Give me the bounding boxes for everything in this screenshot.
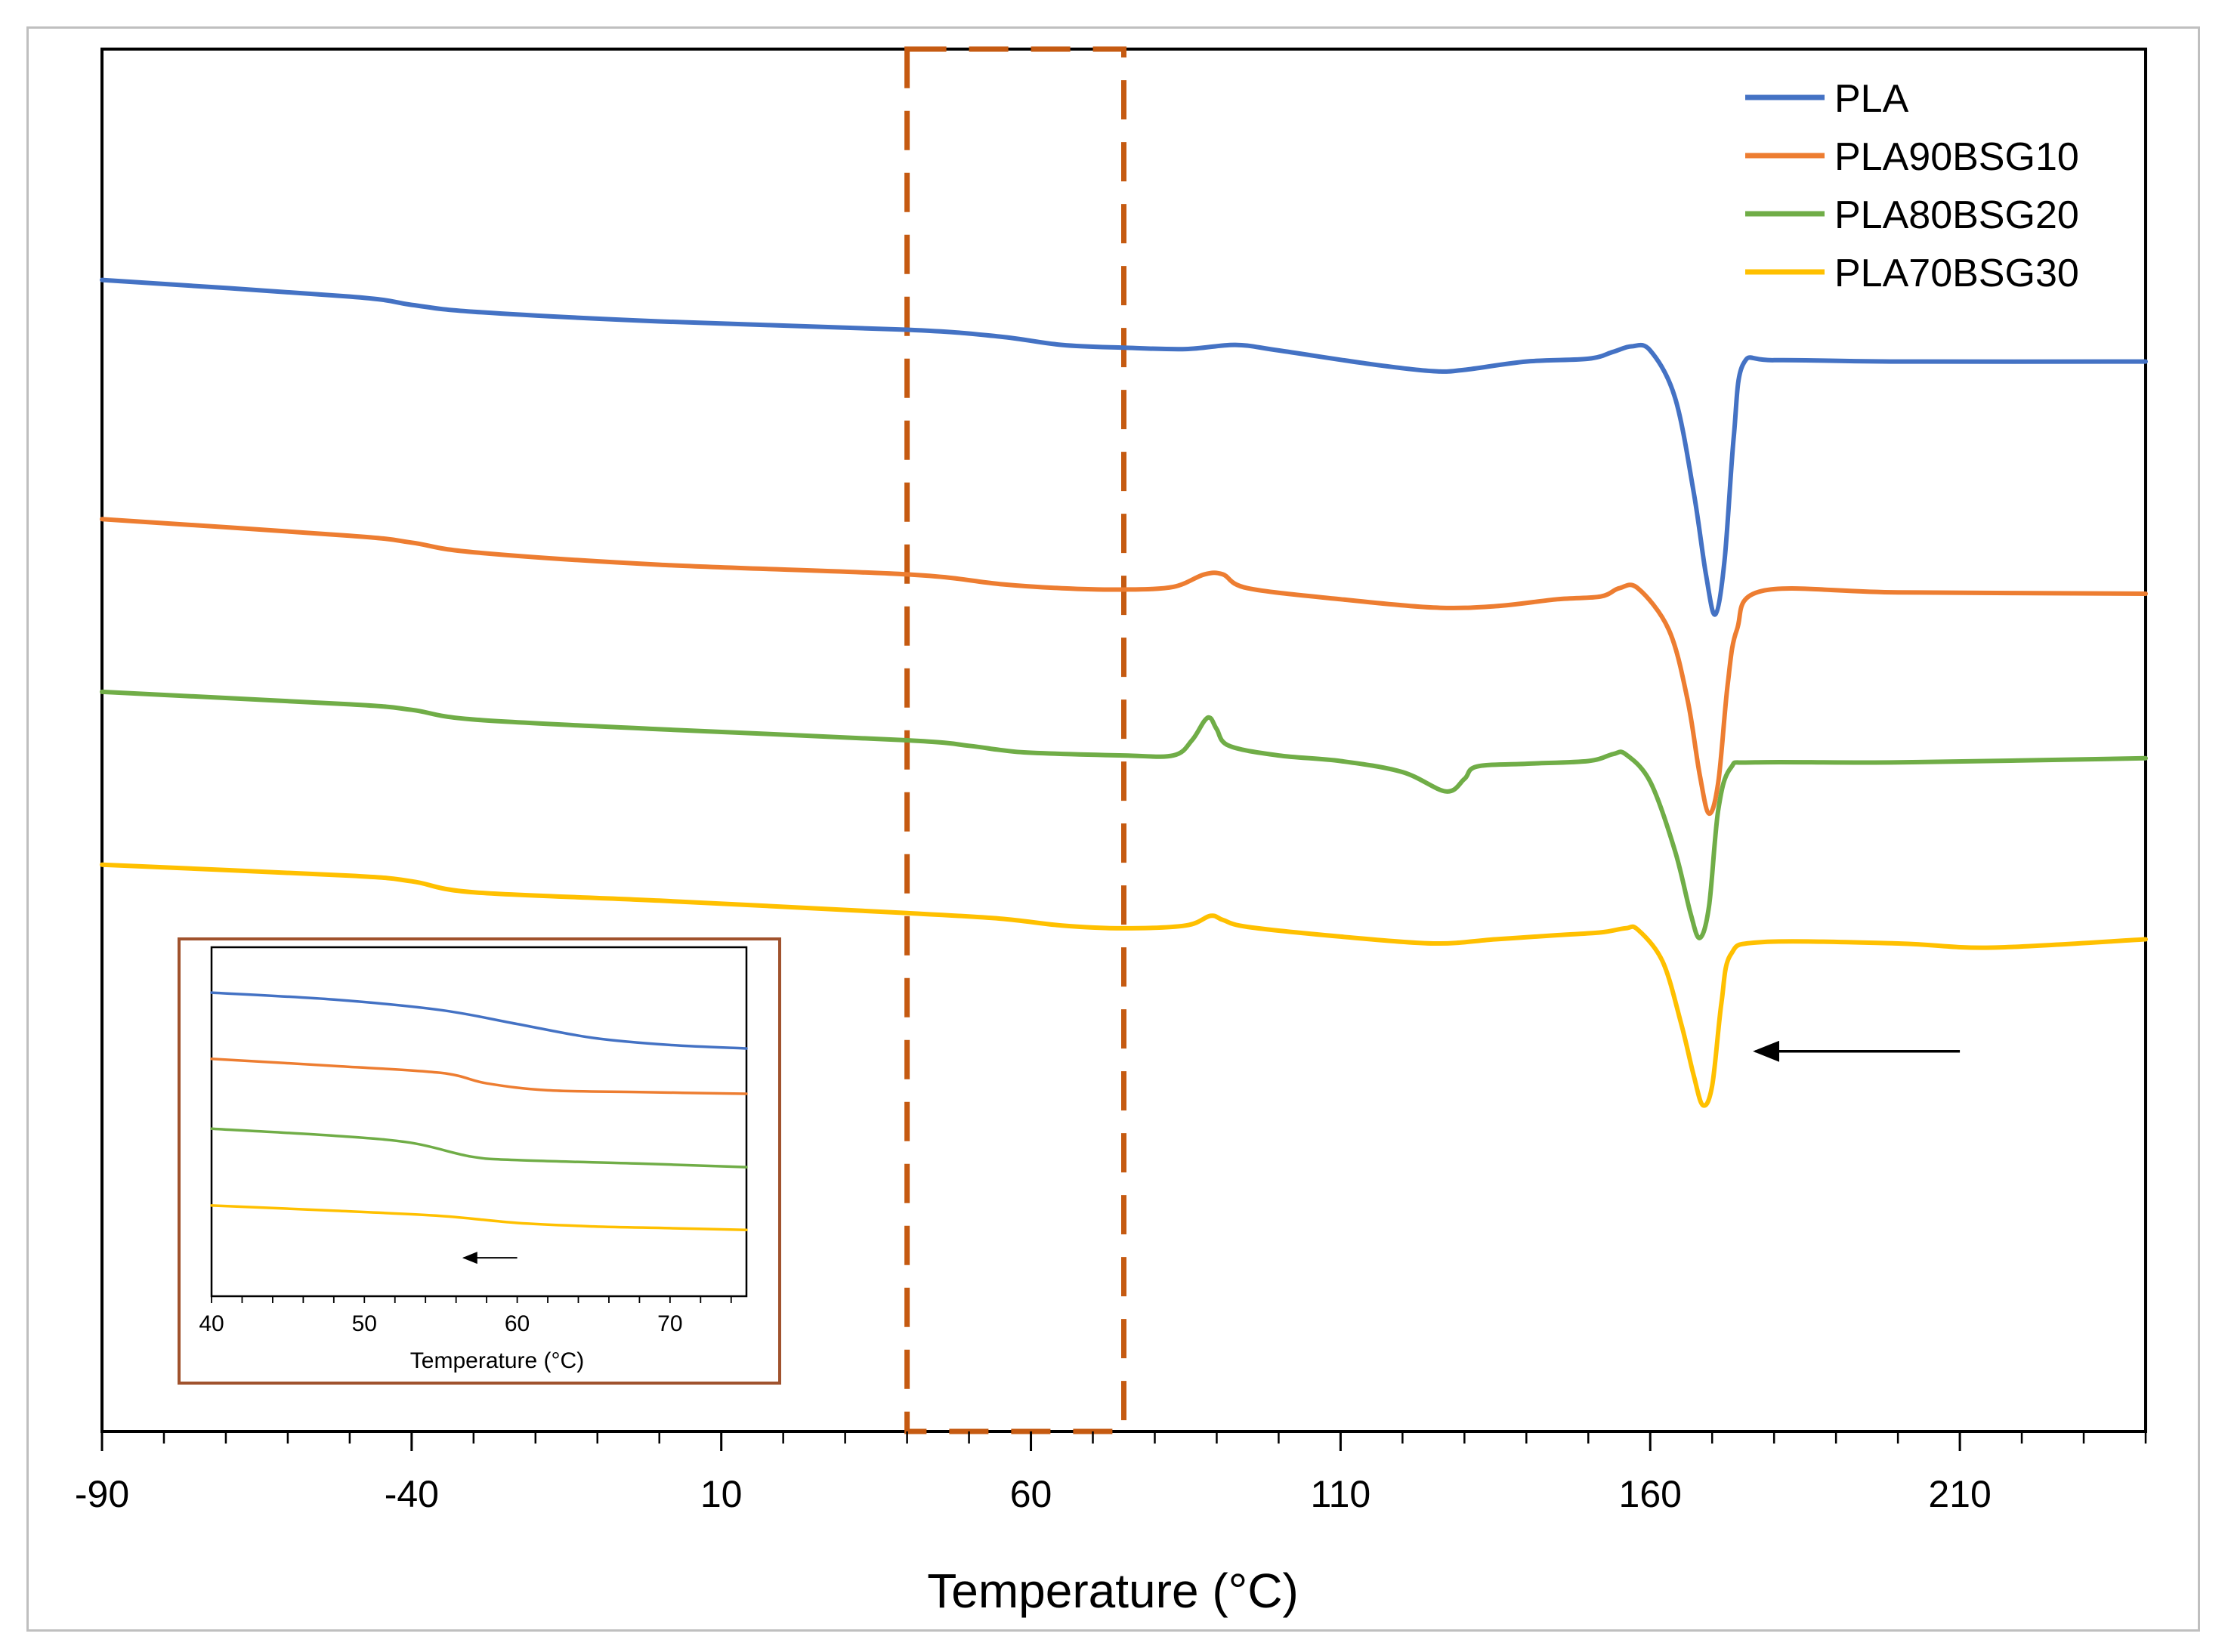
- inset-x-axis: 40 50 60 70: [199, 1296, 732, 1336]
- legend-label-pla70bsg30: PLA70BSG30: [1834, 252, 2079, 295]
- x-tick-label: 210: [1928, 1473, 1991, 1515]
- series-line-pla70bsg30: [100, 862, 2148, 1108]
- figure-frame: [26, 26, 2200, 1632]
- inset-chart: 40 50 60 70 Temperature (°C): [178, 937, 781, 1385]
- series-line-pla90bsg10: [100, 517, 2148, 816]
- inset-series-line-pla90bsg10: [210, 1058, 748, 1095]
- x-axis: -90 -40 10 60 110 160 210: [75, 1431, 2147, 1515]
- inset-x-tick-label: 40: [199, 1311, 224, 1336]
- x-axis-title: Temperature (°C): [927, 1564, 1299, 1618]
- legend-label-pla90bsg10: PLA90BSG10: [1834, 135, 2079, 179]
- inset-series-layer: [210, 991, 748, 1231]
- inset-x-tick-label: 70: [657, 1311, 682, 1336]
- inset-x-tick-label: 60: [505, 1311, 530, 1336]
- x-tick-label: -90: [75, 1473, 129, 1515]
- inset-series-line-pla: [210, 991, 748, 1050]
- series-layer: [100, 277, 2148, 1108]
- legend: PLA PLA90BSG10 PLA80BSG20 PLA70BSG30: [1745, 77, 2079, 295]
- inset-x-axis-title: Temperature (°C): [410, 1348, 584, 1373]
- x-tick-label: 110: [1311, 1473, 1371, 1515]
- inset-series-line-pla70bsg30: [210, 1204, 748, 1231]
- inset-series-line-pla80bsg20: [210, 1127, 748, 1169]
- series-line-pla: [100, 277, 2148, 617]
- legend-label-pla80bsg20: PLA80BSG20: [1834, 193, 2079, 237]
- x-tick-label: 60: [1010, 1473, 1052, 1515]
- legend-label-pla: PLA: [1834, 77, 1909, 121]
- series-line-pla80bsg20: [100, 689, 2148, 940]
- x-tick-label: 10: [700, 1473, 743, 1515]
- x-tick-label: 160: [1619, 1473, 1682, 1515]
- inset-x-tick-label: 50: [352, 1311, 377, 1336]
- inset-plot-area: [210, 946, 748, 1298]
- x-tick-label: -40: [385, 1473, 439, 1515]
